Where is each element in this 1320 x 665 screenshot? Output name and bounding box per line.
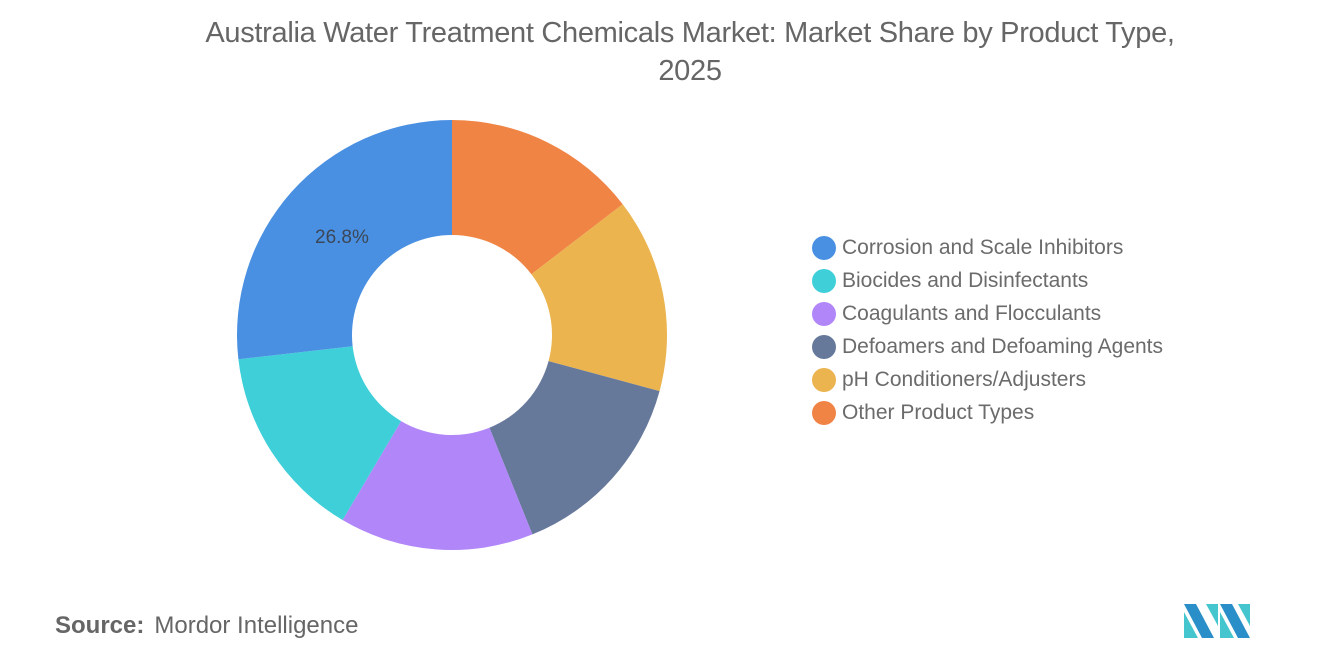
legend-item-biocides[interactable]: Biocides and Disinfectants [812, 264, 1163, 297]
slice-corrosion-and-scale-inhibitors[interactable] [236, 120, 452, 360]
legend-swatch-icon [812, 301, 836, 326]
title-line-2: 2025 [658, 55, 722, 87]
legend-item-corrosion[interactable]: Corrosion and Scale Inhibitors [812, 231, 1163, 264]
legend-label: Coagulants and Flocculants [842, 301, 1102, 325]
legend-item-defoamers[interactable]: Defoamers and Defoaming Agents [812, 330, 1163, 363]
legend: Corrosion and Scale Inhibitors Biocides … [812, 231, 1163, 429]
legend-label: pH Conditioners/Adjusters [842, 367, 1086, 391]
slice-biocides-and-disinfectants[interactable] [238, 346, 402, 521]
legend-label: Corrosion and Scale Inhibitors [842, 235, 1124, 259]
legend-swatch-icon [812, 367, 836, 392]
slice-ph-conditioners-adjusters[interactable] [531, 204, 667, 392]
legend-label: Defoamers and Defoaming Agents [842, 334, 1164, 358]
legend-swatch-icon [812, 400, 836, 425]
chart-title: Australia Water Treatment Chemicals Mark… [0, 14, 1320, 90]
slice-coagulants-and-flocculants[interactable] [342, 421, 533, 550]
legend-swatch-icon [812, 235, 836, 260]
legend-item-other[interactable]: Other Product Types [812, 396, 1163, 429]
legend-swatch-icon [812, 334, 836, 359]
legend-item-ph-conditioners[interactable]: pH Conditioners/Adjusters [812, 363, 1163, 396]
legend-swatch-icon [812, 268, 836, 293]
legend-label: Other Product Types [842, 400, 1035, 424]
slice-other-product-types[interactable] [452, 120, 623, 275]
source-key: Source: [55, 612, 145, 639]
mordor-intelligence-logo-icon [1184, 604, 1250, 638]
slice-defoamers-and-defoaming-agents[interactable] [489, 361, 660, 535]
data-label-corrosion: 26.8% [315, 227, 369, 248]
legend-label: Biocides and Disinfectants [842, 268, 1089, 292]
title-line-1: Australia Water Treatment Chemicals Mark… [205, 17, 1175, 49]
source-note: Source: Mordor Intelligence [55, 612, 358, 640]
source-value: Mordor Intelligence [154, 612, 359, 639]
legend-item-coagulants[interactable]: Coagulants and Flocculants [812, 297, 1163, 330]
donut-chart [236, 120, 667, 550]
